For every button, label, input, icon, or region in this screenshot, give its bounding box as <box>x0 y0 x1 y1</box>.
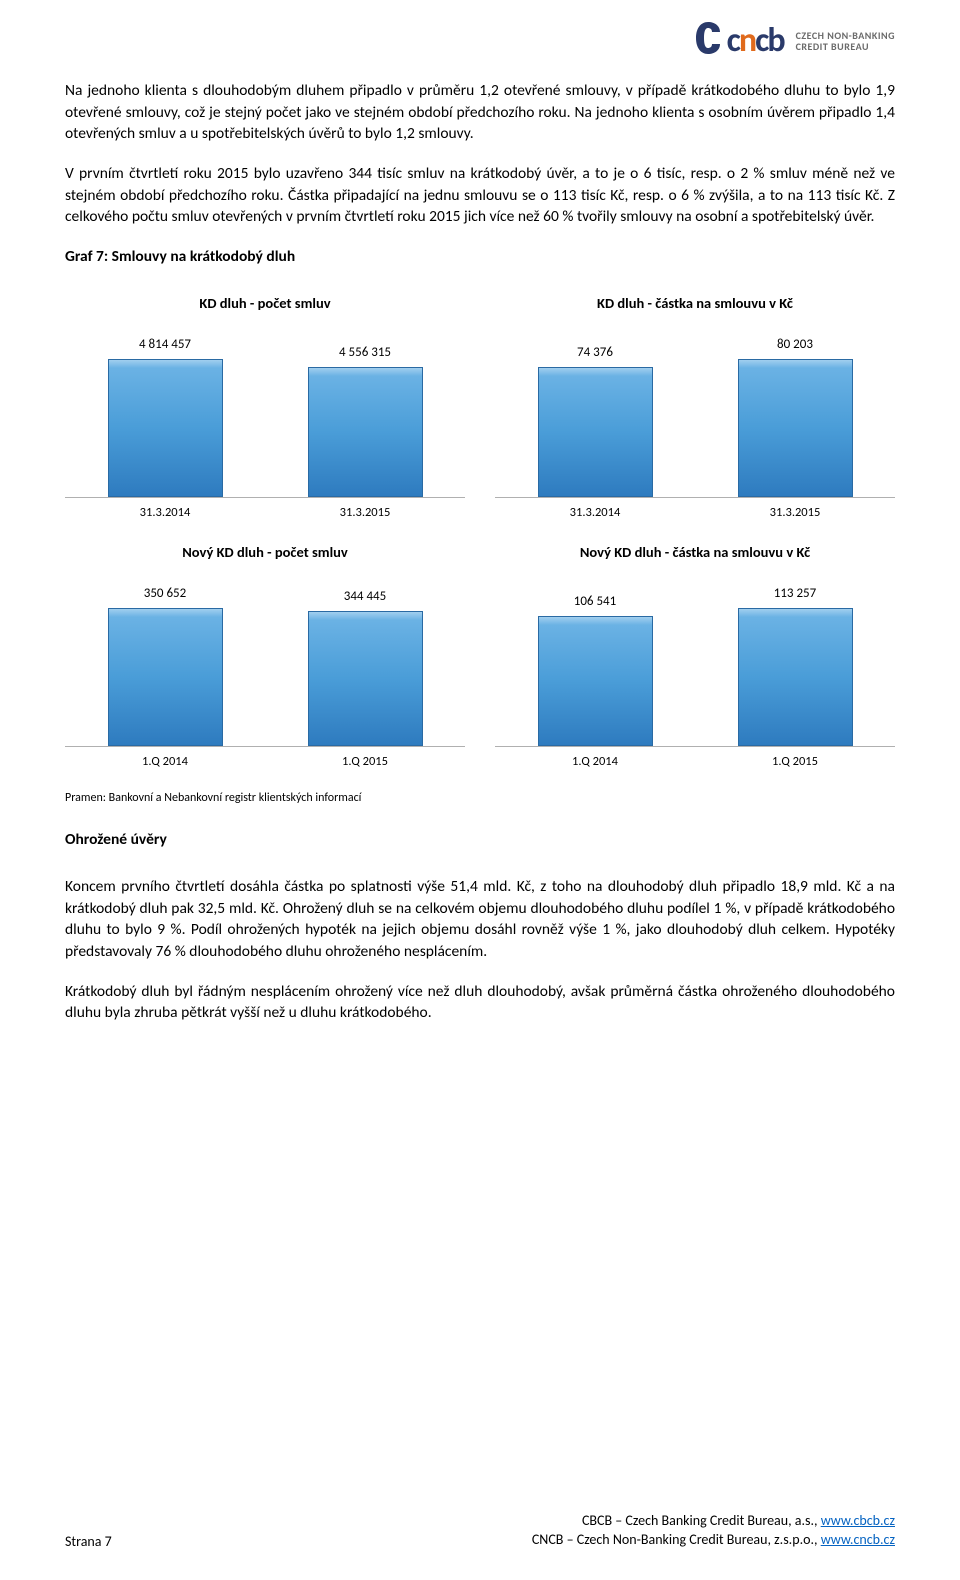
bar-rect <box>538 367 653 497</box>
bar-rect <box>108 608 223 746</box>
logo-subtitle: CZECH NON-BANKING CREDIT BUREAU <box>790 30 895 52</box>
axis-label: 1.Q 2014 <box>85 753 245 771</box>
bar: 74 376 <box>515 344 675 497</box>
bar-rect <box>108 359 223 497</box>
bar-rect <box>738 359 853 497</box>
paragraph-3: Koncem prvního čtvrtletí dosáhla částka … <box>65 876 895 963</box>
bar: 106 541 <box>515 593 675 746</box>
bar-rect <box>538 616 653 746</box>
bar-rect <box>308 611 423 746</box>
footer-link-cbcb[interactable]: www.cbcb.cz <box>821 1512 895 1529</box>
chart-heading: Graf 7: Smlouvy na krátkodobý dluh <box>65 246 895 268</box>
chart-novy-kd-pocet: Nový KD dluh - počet smluv 350 652 344 4… <box>65 542 465 771</box>
bar: 113 257 <box>715 585 875 746</box>
bar-value: 350 652 <box>144 585 186 603</box>
chart-title: Nový KD dluh - počet smluv <box>182 542 348 562</box>
bar: 4 814 457 <box>85 336 245 497</box>
paragraph-4: Krátkodobý dluh byl řádným nesplácením o… <box>65 981 895 1024</box>
chart-title: Nový KD dluh - částka na smlouvu v Kč <box>580 542 810 562</box>
footer-link-cncb[interactable]: www.cncb.cz <box>821 1531 895 1548</box>
endangered-heading: Ohrožené úvěry <box>65 829 895 851</box>
bar-value: 80 203 <box>777 336 813 354</box>
chart-novy-kd-castka: Nový KD dluh - částka na smlouvu v Kč 10… <box>495 542 895 771</box>
paragraph-1: Na jednoho klienta s dlouhodobým dluhem … <box>65 80 895 145</box>
chart-title: KD dluh - částka na smlouvu v Kč <box>597 293 793 313</box>
chart-kd-castka: KD dluh - částka na smlouvu v Kč 74 376 … <box>495 293 895 522</box>
bar: 350 652 <box>85 585 245 746</box>
bar-value: 4 556 315 <box>339 344 391 362</box>
page-number: Strana 7 <box>65 1533 112 1550</box>
chart-kd-pocet-smluv: KD dluh - počet smluv 4 814 457 4 556 31… <box>65 293 465 522</box>
bar: 4 556 315 <box>285 344 445 497</box>
chart-title: KD dluh - počet smluv <box>199 293 330 313</box>
axis-labels: 31.3.2014 31.3.2015 <box>495 504 895 522</box>
bar-value: 106 541 <box>574 593 616 611</box>
axis-labels: 1.Q 2014 1.Q 2015 <box>495 753 895 771</box>
header-logo: cncb CZECH NON-BANKING CREDIT BUREAU <box>695 20 895 61</box>
bar-rect <box>738 608 853 746</box>
page-footer: Strana 7 CBCB – Czech Banking Credit Bur… <box>65 1511 895 1550</box>
bar: 80 203 <box>715 336 875 497</box>
bar-value: 113 257 <box>774 585 816 603</box>
footer-credits: CBCB – Czech Banking Credit Bureau, a.s.… <box>532 1511 895 1550</box>
charts-grid: KD dluh - počet smluv 4 814 457 4 556 31… <box>65 293 895 771</box>
axis-label: 31.3.2015 <box>715 504 875 522</box>
axis-labels: 31.3.2014 31.3.2015 <box>65 504 465 522</box>
axis-label: 31.3.2015 <box>285 504 445 522</box>
logo-text: cncb <box>727 24 784 58</box>
source-note: Pramen: Bankovní a Nebankovní registr kl… <box>65 790 895 807</box>
paragraph-2: V prvním čtvrtletí roku 2015 bylo uzavře… <box>65 163 895 228</box>
chart-bars: 4 814 457 4 556 315 <box>65 333 465 498</box>
logo-mark <box>695 20 721 61</box>
bar: 344 445 <box>285 588 445 746</box>
footer-line1-prefix: CBCB – Czech Banking Credit Bureau, a.s.… <box>582 1512 821 1529</box>
chart-bars: 106 541 113 257 <box>495 582 895 747</box>
bar-rect <box>308 367 423 497</box>
chart-bars: 350 652 344 445 <box>65 582 465 747</box>
chart-bars: 74 376 80 203 <box>495 333 895 498</box>
page-content: Na jednoho klienta s dlouhodobým dluhem … <box>65 30 895 1024</box>
axis-label: 31.3.2014 <box>515 504 675 522</box>
axis-label: 1.Q 2015 <box>285 753 445 771</box>
bar-value: 4 814 457 <box>139 336 191 354</box>
axis-label: 31.3.2014 <box>85 504 245 522</box>
bar-value: 74 376 <box>577 344 613 362</box>
axis-labels: 1.Q 2014 1.Q 2015 <box>65 753 465 771</box>
axis-label: 1.Q 2015 <box>715 753 875 771</box>
bar-value: 344 445 <box>344 588 386 606</box>
axis-label: 1.Q 2014 <box>515 753 675 771</box>
footer-line2-prefix: CNCB – Czech Non-Banking Credit Bureau, … <box>532 1531 821 1548</box>
